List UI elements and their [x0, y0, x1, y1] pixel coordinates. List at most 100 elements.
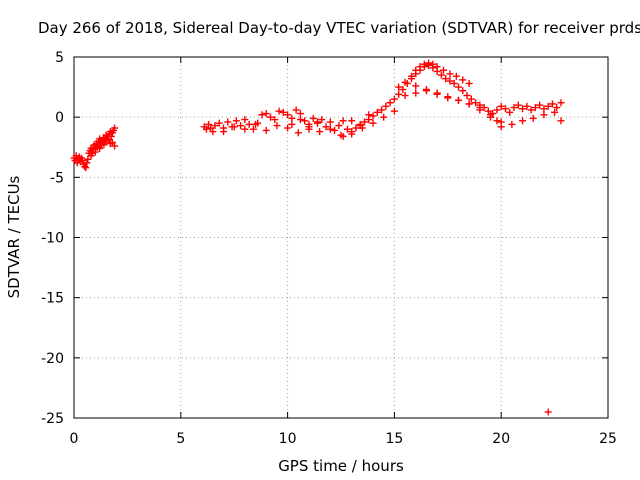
data-point [433, 90, 441, 98]
data-point [352, 124, 360, 132]
data-point [529, 114, 537, 122]
data-point [459, 76, 467, 84]
data-point [211, 122, 219, 130]
y-tick-label: -20 [41, 351, 64, 367]
data-point [454, 96, 462, 104]
data-point [339, 132, 347, 140]
x-tick-label: 15 [385, 431, 403, 447]
data-point [96, 144, 104, 152]
data-point [551, 108, 559, 116]
y-tick-label: -10 [41, 231, 64, 247]
data-point [96, 135, 104, 143]
data-point [378, 106, 386, 114]
x-tick-label: 10 [279, 431, 297, 447]
data-point [301, 117, 309, 125]
data-point [407, 72, 415, 80]
y-tick-label: -15 [41, 291, 64, 307]
data-point [91, 148, 99, 156]
data-point [230, 123, 238, 131]
data-point [382, 102, 390, 110]
data-point [335, 122, 343, 130]
data-point [339, 117, 347, 125]
data-point [262, 110, 270, 118]
data-point [420, 60, 428, 68]
data-point [399, 85, 407, 93]
data-point [452, 72, 460, 80]
data-point [493, 106, 501, 114]
data-point [237, 122, 245, 130]
data-point [215, 119, 223, 127]
data-point [548, 100, 556, 108]
data-point [318, 116, 326, 124]
data-point [508, 120, 516, 128]
data-point [232, 117, 240, 125]
grid [74, 57, 608, 418]
data-point [273, 122, 281, 130]
data-point [296, 116, 304, 124]
data-point [540, 105, 548, 113]
data-point [487, 111, 495, 119]
data-point [369, 112, 377, 120]
data-point [288, 120, 296, 128]
data-point [514, 101, 522, 109]
data-point [348, 117, 356, 125]
data-point [305, 125, 313, 133]
data-point [422, 87, 430, 95]
data-point [79, 156, 87, 164]
data-point [252, 120, 260, 128]
data-point [401, 78, 409, 86]
x-tick-label: 20 [492, 431, 510, 447]
data-point [309, 114, 317, 122]
data-point [296, 110, 304, 118]
data-point [111, 142, 119, 150]
data-point [331, 126, 339, 134]
data-point [412, 66, 420, 74]
data-point [205, 120, 213, 128]
data-point [553, 104, 561, 112]
data-point [557, 117, 565, 125]
data-point [294, 129, 302, 137]
data-point [523, 102, 531, 110]
data-point [267, 113, 275, 121]
data-point [390, 107, 398, 115]
data-point [510, 104, 518, 112]
y-tick-label: -25 [41, 411, 64, 427]
data-point [284, 124, 292, 132]
data-point [83, 159, 91, 167]
data-point [271, 116, 279, 124]
data-point [497, 102, 505, 110]
data-point [224, 118, 232, 126]
data-point [527, 106, 535, 114]
data-point [245, 120, 253, 128]
data-point [207, 124, 215, 132]
data-point [326, 118, 334, 126]
data-point [258, 111, 266, 119]
data-point [84, 155, 92, 163]
data-point [81, 163, 89, 171]
x-tick-label: 0 [70, 431, 79, 447]
data-point [425, 59, 433, 67]
data-point [249, 125, 257, 133]
data-point [501, 105, 509, 113]
data-point [275, 107, 283, 115]
data-point [107, 132, 115, 140]
data-point [467, 95, 475, 103]
data-point [429, 60, 437, 68]
data-point [326, 125, 334, 133]
data-point [111, 124, 119, 132]
data-point [442, 75, 450, 83]
data-point [202, 125, 210, 133]
data-point [241, 125, 249, 133]
data-point [108, 138, 116, 146]
data-point [343, 125, 351, 133]
data-point [365, 111, 373, 119]
data-point [544, 102, 552, 110]
data-point [390, 95, 398, 103]
data-point [412, 82, 420, 90]
x-axis: 0 5 10 15 20 25 [70, 57, 617, 447]
data-point [380, 113, 388, 121]
x-tick-label: 5 [176, 431, 185, 447]
data-point [519, 117, 527, 125]
y-tick-label: 0 [55, 110, 64, 126]
